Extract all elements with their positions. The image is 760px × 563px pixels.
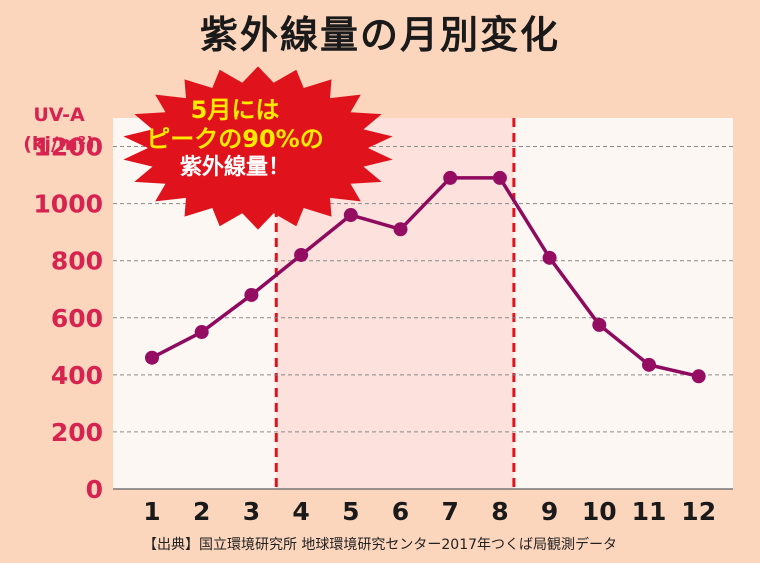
y-tick-label: 1200 [33, 133, 103, 162]
y-tick-label: 800 [51, 247, 103, 276]
data-point [492, 170, 507, 185]
data-point [244, 287, 259, 302]
callout-line-3: 紫外線量！ [179, 154, 290, 180]
y-tick-label: 400 [51, 361, 103, 390]
callout-text: 5月には ピークの90%の 紫外線量！ [130, 96, 340, 181]
data-point [194, 325, 209, 340]
y-tick-label: 200 [51, 418, 103, 447]
callout-line-1: 5月には [190, 96, 280, 124]
x-tick-label: 1 [143, 497, 160, 526]
data-point [542, 250, 557, 265]
callout-line-2: ピークの90%の [146, 125, 324, 154]
x-tick-label: 3 [243, 497, 260, 526]
data-point [443, 170, 458, 185]
x-tick-label: 10 [582, 497, 617, 526]
y-tick-label: 1000 [33, 190, 103, 219]
y-tick-label: 0 [86, 475, 103, 504]
data-point [691, 369, 706, 384]
chart-title: 紫外線量の月別変化 [199, 13, 560, 57]
x-tick-label: 11 [632, 497, 667, 526]
x-tick-label: 7 [441, 497, 458, 526]
x-tick-label: 2 [193, 497, 210, 526]
x-tick-label: 6 [392, 497, 409, 526]
data-point [343, 208, 358, 223]
x-tick-label: 8 [491, 497, 508, 526]
data-point [642, 357, 656, 372]
x-tick-label: 9 [541, 497, 558, 526]
callout-burst [123, 66, 393, 230]
source-note: 【出典】国立環境研究所 地球環境研究センター2017年つくば局観測データ [142, 537, 618, 553]
y-axis-label-unit: (kj/m²) [23, 133, 95, 155]
x-tick-label: 4 [292, 497, 309, 526]
x-tick-label: 5 [342, 497, 359, 526]
x-tick-label: 12 [681, 497, 716, 526]
series-line [151, 176, 700, 378]
data-point [592, 317, 607, 332]
data-point [145, 350, 159, 365]
y-axis-label-unit-name: UV-A [33, 104, 85, 126]
data-point [393, 222, 408, 237]
y-tick-label: 600 [51, 304, 103, 333]
data-point [294, 247, 309, 262]
